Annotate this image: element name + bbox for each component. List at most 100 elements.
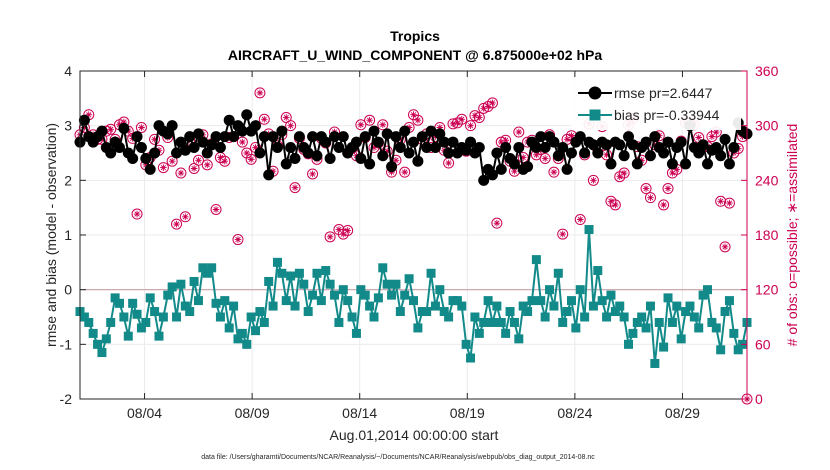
obs-assimilated-point	[221, 157, 229, 165]
obs-assimilated-point	[550, 168, 558, 176]
obs-assimilated-point	[173, 220, 180, 228]
rmse-point	[206, 139, 218, 151]
bias-point	[215, 312, 225, 322]
bias-point	[193, 296, 203, 306]
obs-possible-point	[285, 120, 297, 132]
rmse-point	[618, 150, 630, 162]
bias-point	[733, 345, 743, 355]
rmse-point	[403, 147, 415, 159]
obs-assimilated-point	[195, 156, 202, 164]
y-axis-ticks: -2 -1 0 1 2 3 4	[60, 63, 86, 407]
bias-point	[106, 317, 116, 327]
bias-point	[584, 225, 594, 235]
bias-point	[444, 312, 454, 322]
obs-possible-point	[486, 97, 498, 109]
bias-point	[470, 312, 480, 322]
obs-possible-point	[307, 168, 319, 180]
rmse-point	[561, 163, 573, 175]
rmse-point	[210, 131, 222, 143]
bias-point	[338, 285, 348, 295]
rmse-point	[140, 152, 152, 164]
bias-point	[294, 268, 304, 278]
bias-point	[373, 293, 383, 303]
obs-assimilated-point	[247, 156, 255, 163]
rmse-point	[96, 125, 108, 137]
legend-rmse-label: rmse pr=2.6447	[614, 85, 713, 101]
x-axis-ticks: 08/04 08/09 08/14 08/19 08/24 08/29	[127, 71, 700, 421]
obs-assimilated-point	[370, 144, 378, 151]
obs-assimilated-point	[414, 116, 422, 124]
obs-possible-point	[618, 167, 630, 179]
bias-point	[312, 268, 322, 278]
obs-assimilated-point	[493, 219, 501, 227]
chart-subtitle: AIRCRAFT_U_WIND_COMPONENT @ 6.875000e+02…	[228, 47, 602, 63]
rmse-point	[662, 136, 674, 148]
obs-assimilated-point	[177, 169, 185, 177]
obs-possible-point	[364, 114, 376, 126]
obs-assimilated-point	[576, 216, 584, 223]
obs-assimilated-point	[357, 121, 365, 129]
obs-assimilated-point	[151, 136, 158, 143]
obs-assimilated-point	[660, 201, 667, 209]
rmse-point	[113, 142, 125, 154]
obs-assimilated-point	[519, 154, 527, 161]
bias-point	[360, 290, 370, 300]
obs-assimilated-point	[559, 230, 566, 238]
obs-assimilated-point	[515, 128, 523, 136]
bias-point	[483, 296, 493, 306]
chart-title: Tropics	[390, 28, 440, 44]
rmse-point	[175, 136, 187, 148]
bias-point	[334, 317, 344, 327]
obs-assimilated-point	[541, 155, 549, 162]
bias-point	[400, 290, 410, 300]
bias-point	[672, 301, 682, 311]
bias-point	[663, 293, 673, 303]
y-tick-label: 3	[64, 118, 72, 134]
bias-point	[707, 317, 717, 327]
bias-point	[246, 312, 256, 322]
bias-point	[637, 312, 647, 322]
obs-assimilated-point	[190, 165, 198, 172]
rmse-point	[144, 163, 156, 175]
obs-assimilated-point	[489, 99, 496, 107]
obs-possible-point	[377, 119, 389, 131]
obs-assimilated-point	[344, 227, 351, 234]
rmse-point	[214, 142, 226, 154]
bias-point	[724, 296, 734, 306]
bias-point	[330, 290, 340, 300]
bias-point	[303, 307, 313, 317]
x-tick-label: 08/09	[235, 405, 270, 421]
obs-possible-point	[175, 167, 187, 179]
obs-assimilated-point	[410, 111, 417, 119]
x-tick-label: 08/14	[342, 405, 377, 421]
rmse-point	[473, 142, 485, 154]
obs-assimilated-point	[717, 197, 724, 205]
rmse-point	[263, 169, 275, 181]
bias-point	[290, 301, 300, 311]
rmse-point	[530, 142, 542, 154]
obs-possible-point	[640, 183, 652, 195]
obs-assimilated-point	[647, 194, 654, 201]
obs-assimilated-point	[261, 115, 268, 123]
rmse-point	[465, 136, 477, 148]
obs-possible-point	[719, 241, 731, 253]
rmse-point	[105, 147, 117, 159]
obs-possible-point	[324, 231, 336, 243]
obs-possible-point	[412, 114, 424, 126]
obs-assimilated-point	[721, 243, 729, 251]
bias-point	[545, 285, 555, 295]
rmse-point	[280, 158, 292, 170]
bias-point	[729, 328, 739, 338]
bias-point	[211, 298, 221, 308]
rmse-point	[311, 150, 323, 162]
bias-point	[132, 309, 142, 319]
bias-point	[369, 312, 379, 322]
obs-assimilated-point	[335, 226, 343, 233]
bias-point	[566, 296, 576, 306]
obs-possible-point	[644, 192, 656, 204]
rmse-point	[179, 144, 191, 156]
bias-point	[176, 279, 186, 289]
rmse-point	[324, 152, 336, 164]
obs-assimilated-point	[182, 213, 189, 221]
bias-point	[202, 268, 212, 278]
